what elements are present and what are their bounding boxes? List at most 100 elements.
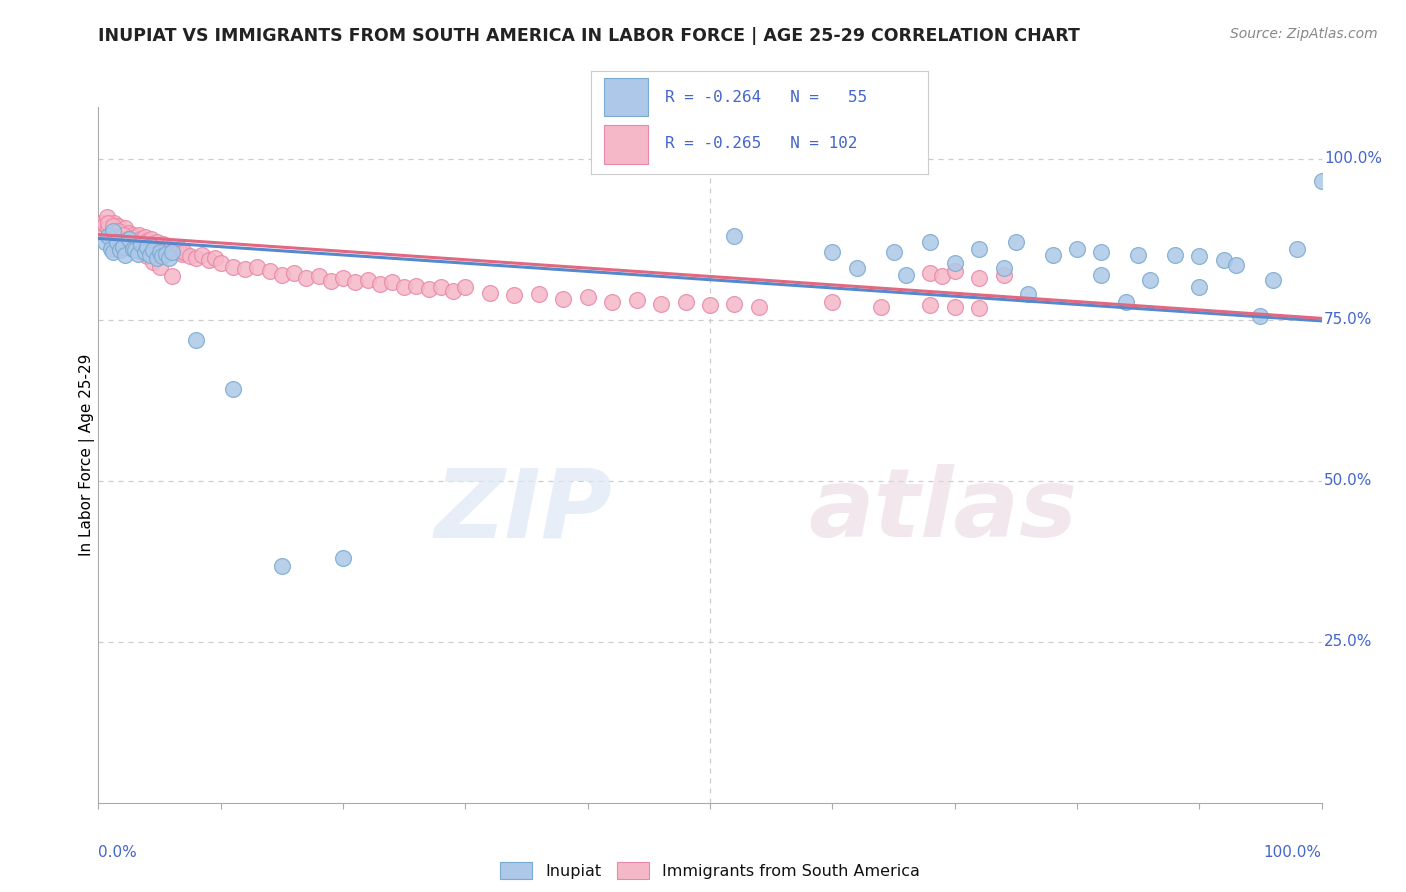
Point: [870, 300, 893, 314]
Point: [675, 294, 697, 309]
Point: [97, 216, 120, 230]
Point: [127, 247, 149, 261]
Point: [259, 264, 281, 278]
Point: [121, 236, 143, 251]
Text: 100.0%: 100.0%: [1264, 845, 1322, 860]
Point: [169, 242, 191, 256]
Point: [155, 247, 177, 261]
Point: [150, 250, 173, 264]
Point: [170, 247, 193, 261]
Text: 0.0%: 0.0%: [98, 845, 138, 860]
Point: [165, 240, 187, 254]
Point: [157, 243, 180, 257]
Point: [139, 248, 162, 262]
Point: [270, 558, 294, 573]
Point: [136, 234, 159, 248]
Point: [105, 235, 128, 250]
Point: [149, 238, 172, 252]
Point: [121, 227, 143, 242]
Text: INUPIAT VS IMMIGRANTS FROM SOUTH AMERICA IN LABOR FORCE | AGE 25-29 CORRELATION : INUPIAT VS IMMIGRANTS FROM SOUTH AMERICA…: [98, 27, 1080, 45]
Point: [160, 244, 183, 259]
Point: [748, 300, 770, 314]
Point: [152, 236, 174, 251]
Point: [920, 266, 942, 280]
Point: [179, 250, 201, 264]
Point: [723, 228, 745, 243]
Point: [233, 262, 256, 277]
Point: [381, 275, 404, 289]
Point: [127, 232, 149, 246]
Point: [295, 270, 318, 285]
Text: Source: ZipAtlas.com: Source: ZipAtlas.com: [1230, 27, 1378, 41]
Point: [845, 261, 868, 276]
Point: [1090, 244, 1112, 259]
Point: [967, 242, 990, 256]
Point: [97, 228, 120, 243]
Point: [173, 244, 195, 259]
Point: [821, 244, 844, 259]
Point: [478, 285, 501, 300]
Point: [142, 254, 165, 268]
Text: R = -0.264   N =   55: R = -0.264 N = 55: [665, 90, 868, 105]
Point: [209, 256, 232, 270]
Point: [883, 244, 905, 259]
Point: [186, 333, 208, 347]
Point: [283, 266, 305, 280]
Point: [1042, 248, 1064, 262]
Point: [943, 264, 966, 278]
Point: [186, 252, 208, 266]
Point: [142, 243, 165, 257]
Point: [128, 227, 150, 242]
Point: [93, 235, 115, 250]
Point: [160, 240, 183, 254]
Point: [967, 270, 990, 285]
Point: [124, 230, 146, 244]
Text: 100.0%: 100.0%: [1324, 151, 1382, 166]
Point: [100, 226, 122, 240]
Point: [131, 244, 153, 259]
Point: [430, 280, 453, 294]
Point: [1090, 268, 1112, 282]
Y-axis label: In Labor Force | Age 25-29: In Labor Force | Age 25-29: [79, 354, 96, 556]
Point: [118, 226, 141, 240]
Legend: Inupiat, Immigrants from South America: Inupiat, Immigrants from South America: [494, 856, 927, 885]
Point: [115, 230, 138, 244]
Point: [132, 235, 155, 250]
Point: [967, 301, 990, 315]
Point: [111, 226, 134, 240]
Point: [527, 286, 550, 301]
Point: [149, 260, 172, 274]
Point: [392, 280, 416, 294]
Text: ZIP: ZIP: [434, 464, 612, 558]
Point: [197, 253, 219, 268]
Point: [1066, 242, 1088, 256]
Point: [1188, 250, 1211, 264]
Point: [96, 210, 118, 224]
Point: [699, 298, 721, 312]
Point: [553, 292, 575, 306]
Point: [142, 236, 165, 251]
Bar: [605, 125, 648, 163]
Point: [136, 240, 159, 254]
Point: [1004, 235, 1026, 250]
Point: [454, 280, 477, 294]
Point: [821, 294, 844, 309]
Point: [111, 240, 134, 254]
Point: [103, 216, 125, 230]
Point: [107, 219, 129, 234]
Point: [110, 228, 132, 243]
Point: [93, 217, 115, 231]
Point: [319, 274, 342, 288]
Point: [920, 298, 942, 312]
Point: [503, 288, 526, 302]
Point: [308, 268, 330, 283]
Point: [150, 240, 173, 254]
Point: [91, 216, 114, 230]
Point: [441, 284, 464, 298]
Point: [1286, 242, 1309, 256]
Point: [405, 279, 427, 293]
Text: 50.0%: 50.0%: [1324, 473, 1372, 488]
Point: [139, 236, 162, 251]
Text: R = -0.265   N = 102: R = -0.265 N = 102: [665, 136, 858, 151]
Point: [723, 296, 745, 310]
